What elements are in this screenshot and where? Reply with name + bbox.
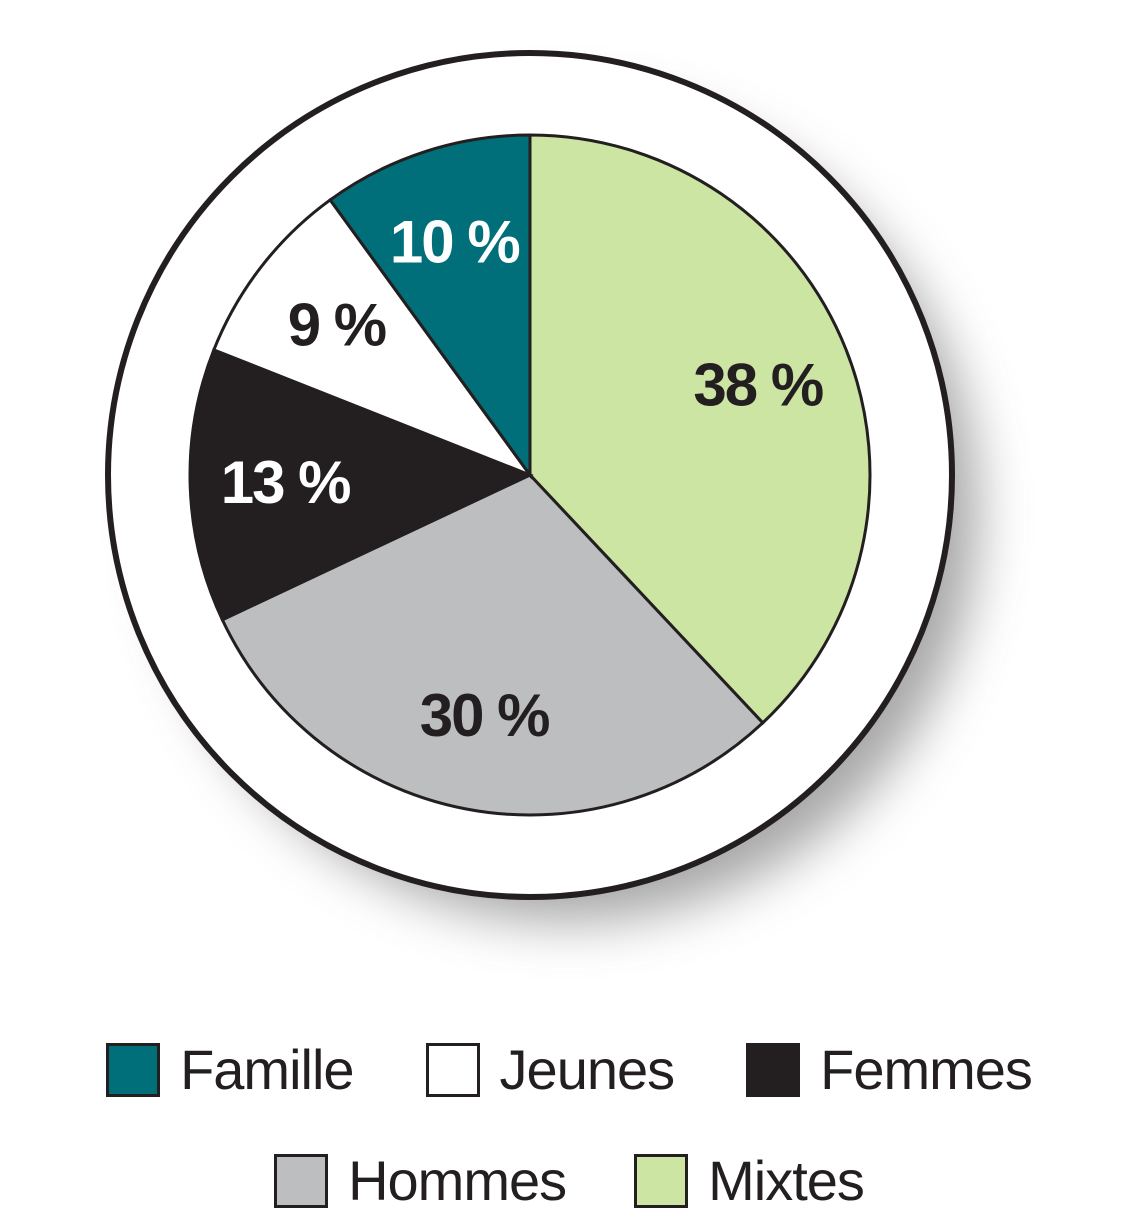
- legend-item-famille: Famille: [106, 1037, 355, 1102]
- pie-slice-famille: [328, 133, 532, 480]
- data-label-mixtes: 38 %: [693, 351, 822, 418]
- pie-slices: [188, 133, 872, 817]
- legend-swatch-femmes: [746, 1042, 801, 1097]
- pie-data-labels: 38 % 30 % 13 % 9 %10 %: [221, 208, 825, 749]
- pie-slice-mixtes: [528, 133, 872, 725]
- data-label-famille: 10 %: [390, 208, 519, 275]
- legend-swatch-hommes: [274, 1153, 329, 1208]
- pie-slice-jeunes: [211, 197, 535, 479]
- legend-label-hommes: Hommes: [348, 1149, 567, 1212]
- data-label-jeunes: 9 %: [288, 291, 386, 358]
- legend-item-mixtes: Mixtes: [634, 1148, 865, 1213]
- legend-item-hommes: Hommes: [274, 1148, 567, 1213]
- pie-slice-hommes: [220, 473, 765, 817]
- pie-slice-femmes: [188, 347, 534, 622]
- legend-swatch-famille: [106, 1042, 161, 1097]
- data-label-hommes: 30 %: [420, 682, 549, 749]
- legend-label-mixtes: Mixtes: [708, 1149, 865, 1212]
- legend-swatch-mixtes: [634, 1153, 689, 1208]
- data-label-femmes: 13 %: [221, 449, 350, 516]
- legend-item-femmes: Femmes: [746, 1037, 1033, 1102]
- legend-label-famille: Famille: [180, 1038, 354, 1101]
- legend-item-jeunes: Jeunes: [425, 1037, 676, 1102]
- legend-label-femmes: Femmes: [820, 1038, 1033, 1101]
- legend-swatch-jeunes: [425, 1042, 480, 1097]
- legend-label-jeunes: Jeunes: [499, 1038, 676, 1101]
- legend-row-2: Hommes Mixtes: [0, 1148, 1138, 1213]
- legend-row-1: Famille Jeunes Femmes: [0, 1037, 1138, 1102]
